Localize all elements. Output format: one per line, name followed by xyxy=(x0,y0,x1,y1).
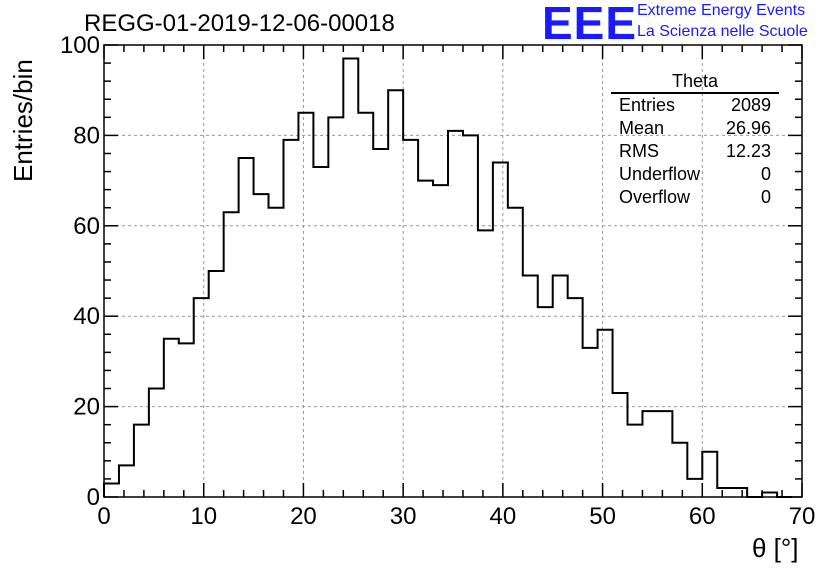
histogram-bin xyxy=(433,185,448,497)
histogram-bin xyxy=(358,113,373,497)
histogram-bin xyxy=(508,208,523,497)
stats-title: Theta xyxy=(611,70,779,94)
x-tick-label: 10 xyxy=(190,503,217,530)
histogram-bin xyxy=(403,140,418,497)
histogram-bin xyxy=(298,113,313,497)
stats-row-entries: Entries 2089 xyxy=(611,94,779,117)
histogram-bin xyxy=(104,483,119,497)
x-axis-label: θ [°] xyxy=(752,533,799,563)
y-tick-label: 60 xyxy=(73,213,100,240)
histogram-bin xyxy=(687,479,702,497)
y-tick-label: 100 xyxy=(60,32,100,59)
histogram-bin xyxy=(313,167,328,497)
stats-value: 26.96 xyxy=(725,118,771,138)
histogram-bin xyxy=(702,452,717,497)
histogram-bin xyxy=(254,194,269,497)
x-tick-label: 20 xyxy=(290,503,317,530)
y-axis-label: Entries/bin xyxy=(8,59,38,182)
histogram-bin xyxy=(463,135,478,497)
y-tick-label: 80 xyxy=(73,122,100,149)
histogram-bin xyxy=(583,348,598,497)
logo-text-line1: Extreme Energy Events xyxy=(637,2,806,19)
histogram-bin xyxy=(388,90,403,497)
histogram-bin xyxy=(194,298,209,497)
histogram-bin xyxy=(598,330,613,497)
histogram-bin xyxy=(642,411,657,497)
y-tick-label: 40 xyxy=(73,303,100,330)
plot-frame xyxy=(103,44,803,498)
stats-value: 0 xyxy=(760,187,771,207)
histogram-bin xyxy=(343,59,358,497)
histogram-bin xyxy=(269,208,284,497)
y-tick-label: 20 xyxy=(73,394,100,421)
stats-row-overflow: Overflow 0 xyxy=(611,186,779,209)
histogram-bin xyxy=(628,425,643,497)
x-tick-label: 60 xyxy=(689,503,716,530)
chart-title: REGG-01-2019-12-06-00018 xyxy=(84,10,395,37)
histogram-bin xyxy=(613,393,628,497)
stats-value: 0 xyxy=(760,164,771,184)
stats-label: Mean xyxy=(619,118,665,138)
x-tick-label: 50 xyxy=(589,503,616,530)
stats-label: Entries xyxy=(619,95,676,115)
histogram-bin xyxy=(239,158,254,497)
histogram-bin xyxy=(149,389,164,497)
logo-text-line2: La Scienza nelle Scuole xyxy=(637,23,808,40)
stats-value: 12.23 xyxy=(725,141,771,161)
stats-row-mean: Mean 26.96 xyxy=(611,117,779,140)
stats-label: Overflow xyxy=(619,187,691,207)
histogram-bin xyxy=(523,276,538,497)
histogram-bin xyxy=(179,343,194,497)
y-tick-label: 0 xyxy=(87,484,100,511)
stats-row-underflow: Underflow 0 xyxy=(611,163,779,186)
histogram-bin xyxy=(732,488,747,497)
histogram-bin xyxy=(164,339,179,497)
x-tick-label: 30 xyxy=(390,503,417,530)
stats-value: 2089 xyxy=(730,95,771,115)
histogram-bin xyxy=(478,230,493,497)
histogram-bin xyxy=(119,465,134,497)
histogram-bin xyxy=(373,149,388,497)
histogram-bin xyxy=(568,298,583,497)
histogram-bin xyxy=(657,411,672,497)
histogram-bin xyxy=(209,271,224,497)
histogram-bin xyxy=(328,117,343,497)
x-tick-label: 40 xyxy=(490,503,517,530)
stats-box: Theta Entries 2089 Mean 26.96 RMS 12.23 … xyxy=(611,70,779,209)
histogram-bin xyxy=(418,181,433,497)
x-tick-label: 0 xyxy=(97,503,110,530)
histogram-bin xyxy=(448,131,463,497)
histogram-bin xyxy=(538,307,553,497)
histogram-bin xyxy=(283,140,298,497)
x-tick-label: 70 xyxy=(789,503,816,530)
histogram-bin xyxy=(553,276,568,497)
histogram-bin xyxy=(134,425,149,497)
eee-logo: EEE xyxy=(542,0,638,49)
histogram-bin xyxy=(717,488,732,497)
histogram-bin xyxy=(672,443,687,497)
histogram-bin xyxy=(493,163,508,497)
stats-row-rms: RMS 12.23 xyxy=(611,140,779,163)
histogram-bin xyxy=(224,212,239,497)
stats-label: Underflow xyxy=(619,164,701,184)
histogram-outline xyxy=(103,57,793,498)
stats-label: RMS xyxy=(619,141,659,161)
